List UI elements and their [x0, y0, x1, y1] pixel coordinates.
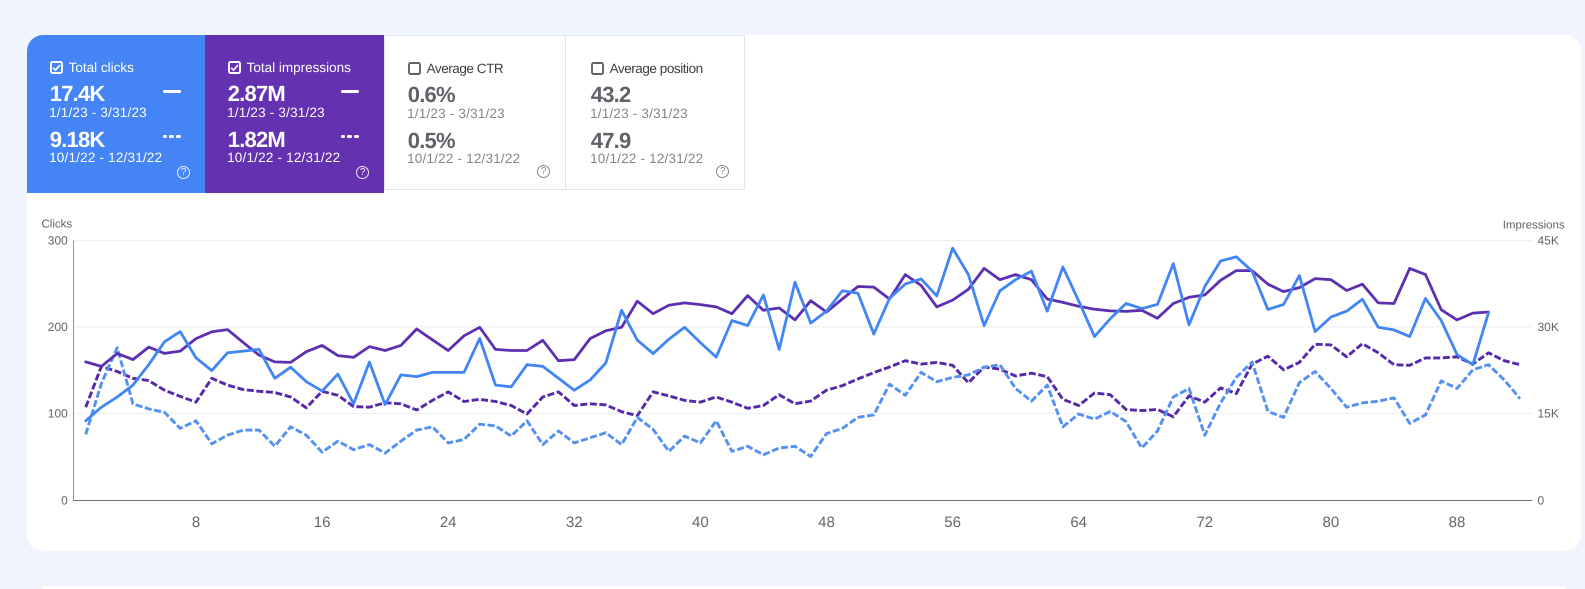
svg-text:88: 88 [1449, 514, 1466, 531]
svg-text:200: 200 [48, 320, 68, 334]
svg-text:80: 80 [1323, 514, 1340, 531]
svg-text:48: 48 [818, 514, 835, 531]
svg-text:56: 56 [944, 514, 961, 531]
svg-text:32: 32 [566, 514, 583, 531]
svg-text:45K: 45K [1538, 234, 1559, 248]
svg-text:16: 16 [314, 514, 331, 531]
svg-text:30K: 30K [1538, 320, 1559, 334]
svg-text:Impressions: Impressions [1503, 220, 1565, 232]
svg-text:64: 64 [1070, 514, 1087, 531]
svg-text:300: 300 [48, 234, 68, 248]
svg-text:8: 8 [192, 514, 200, 531]
svg-text:Clicks: Clicks [42, 219, 73, 231]
svg-text:0: 0 [1538, 494, 1545, 508]
svg-text:100: 100 [48, 407, 68, 421]
svg-text:0: 0 [61, 494, 68, 508]
svg-text:40: 40 [692, 514, 709, 531]
svg-text:15K: 15K [1538, 407, 1559, 421]
svg-text:24: 24 [440, 514, 457, 531]
svg-text:72: 72 [1196, 514, 1213, 531]
